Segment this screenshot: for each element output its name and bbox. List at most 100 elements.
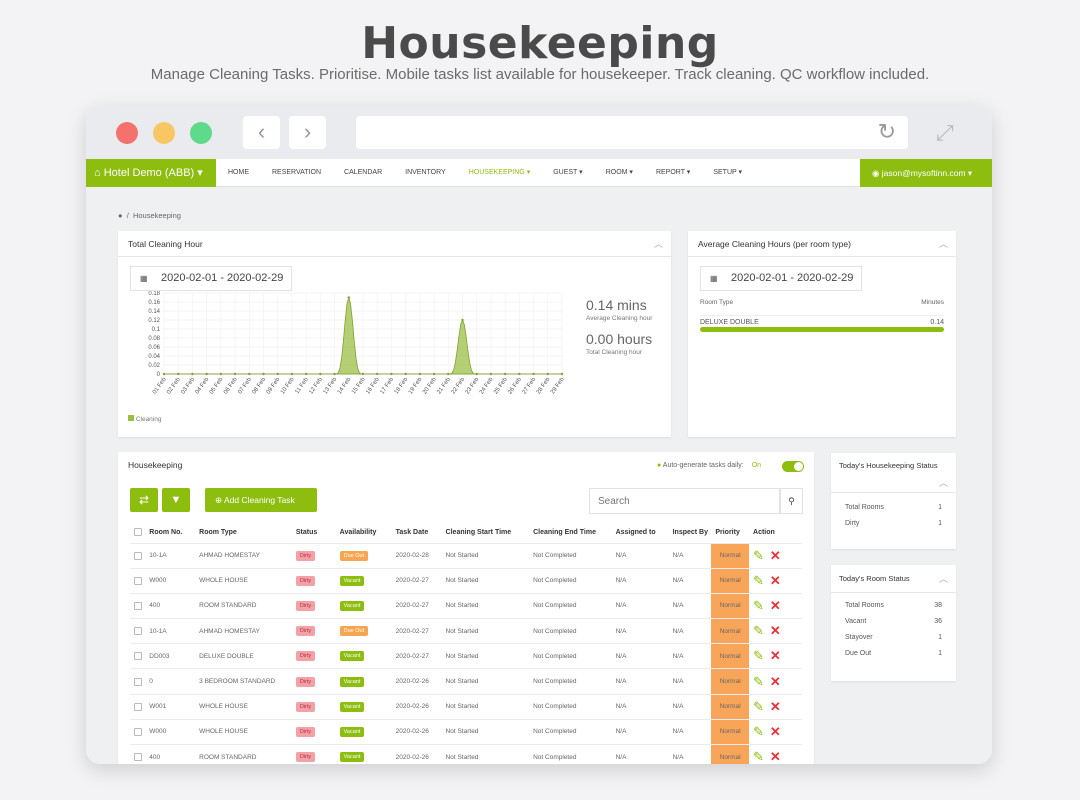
row-checkbox[interactable] xyxy=(134,601,142,610)
edit-icon[interactable]: ✎ xyxy=(753,673,764,689)
reload-icon[interactable]: ↻ xyxy=(877,119,896,144)
row-checkbox[interactable] xyxy=(134,727,142,736)
add-cleaning-task-button[interactable]: ⊕ Add Cleaning Task xyxy=(205,488,317,512)
table-row[interactable]: 400 ROOM STANDARD Dirty Vacant 2020-02-27 Not… xyxy=(130,592,802,619)
panel-title: Today's Housekeeping Status xyxy=(839,461,938,470)
availability-badge: Vacant xyxy=(339,600,365,611)
delete-icon[interactable]: ✕ xyxy=(769,723,781,739)
edit-icon[interactable]: ✎ xyxy=(753,648,764,664)
refresh-button[interactable]: ⇄ xyxy=(130,488,158,512)
forward-button[interactable]: › xyxy=(289,116,326,149)
nav-item-inventory[interactable]: INVENTORY xyxy=(405,159,446,187)
table-row[interactable]: W000 WHOLE HOUSE Dirty Vacant 2020-02-26 Not … xyxy=(130,718,802,745)
column-header[interactable]: Cleaning Start Time xyxy=(445,528,512,536)
collapse-icon[interactable]: ︿ xyxy=(653,239,663,249)
nav-item-housekeeping[interactable]: HOUSEKEEPING ▾ xyxy=(469,159,530,187)
row-checkbox[interactable] xyxy=(134,702,142,711)
maximize-dot[interactable] xyxy=(190,122,212,144)
data-point xyxy=(390,372,393,376)
table-row[interactable]: DD003 DELUXE DOUBLE Dirty Vacant 2020-02-27 N… xyxy=(130,643,802,669)
table-row[interactable]: 400 ROOM STANDARD Dirty Vacant 2020-02-26 Not… xyxy=(130,743,802,764)
edit-icon[interactable]: ✎ xyxy=(753,597,764,613)
collapse-icon[interactable]: ︿ xyxy=(938,478,948,488)
delete-icon[interactable]: ✕ xyxy=(769,673,781,689)
nav-item-calendar[interactable]: CALENDAR xyxy=(344,159,382,187)
column-header[interactable]: Priority xyxy=(715,528,740,536)
row-checkbox[interactable] xyxy=(134,677,142,686)
data-point xyxy=(376,372,379,376)
status-badge: Dirty xyxy=(295,550,316,561)
room-type: WHOLE HOUSE xyxy=(195,693,292,720)
auto-generate-label: ● Auto-generate tasks daily: On xyxy=(657,462,761,469)
inspect-by: N/A xyxy=(668,693,712,720)
edit-icon[interactable]: ✎ xyxy=(753,547,764,563)
row-checkbox[interactable] xyxy=(134,652,142,661)
filter-button[interactable]: ▼ xyxy=(162,488,190,512)
table-row[interactable]: 10-1A AHMAD HOMESTAY Dirty Due Out 2020-02-2… xyxy=(130,618,802,644)
column-header[interactable]: Status xyxy=(295,528,318,536)
date-range-picker[interactable]: ▦ 2020-02-01 - 2020-02-29 xyxy=(700,266,863,291)
nav-item-setup[interactable]: SETUP ▾ xyxy=(713,159,742,187)
delete-icon[interactable]: ✕ xyxy=(769,597,781,613)
table-row[interactable]: W001 WHOLE HOUSE Dirty Vacant 2020-02-26 Not … xyxy=(130,693,802,720)
status-cell: Dirty xyxy=(291,643,336,669)
nav-item-guest[interactable]: GUEST ▾ xyxy=(553,159,582,187)
delete-icon[interactable]: ✕ xyxy=(769,572,781,588)
search-input[interactable] xyxy=(589,488,780,514)
delete-icon[interactable]: ✕ xyxy=(769,547,781,563)
nav-item-report[interactable]: REPORT ▾ xyxy=(656,159,690,187)
address-bar[interactable]: ↻ xyxy=(356,116,908,149)
edit-icon[interactable]: ✎ xyxy=(753,723,764,739)
column-header[interactable]: Action xyxy=(753,528,775,536)
nav-item-room[interactable]: ROOM ▾ xyxy=(606,159,633,187)
edit-icon[interactable]: ✎ xyxy=(753,749,764,764)
minimize-dot[interactable] xyxy=(153,122,175,144)
close-dot[interactable] xyxy=(116,122,138,144)
collapse-icon[interactable]: ︿ xyxy=(938,239,948,249)
row-checkbox[interactable] xyxy=(134,753,142,762)
home-crumb-icon[interactable]: ● xyxy=(118,211,123,220)
calendar-icon: ▦ xyxy=(710,274,718,283)
room-type: AHMAD HOMESTAY xyxy=(195,618,292,644)
nav-item-home[interactable]: HOME xyxy=(228,159,249,187)
fullscreen-icon[interactable]: ⤢ xyxy=(936,120,954,145)
row-checkbox[interactable] xyxy=(134,551,142,560)
row-checkbox[interactable] xyxy=(134,576,142,585)
x-tick-label: 29 Feb xyxy=(550,376,566,395)
back-button[interactable]: ‹ xyxy=(243,116,280,149)
table-row[interactable]: W000 WHOLE HOUSE Dirty Vacant 2020-02-27 Not … xyxy=(130,567,802,594)
select-all-checkbox[interactable] xyxy=(134,528,142,537)
delete-icon[interactable]: ✕ xyxy=(769,749,781,764)
search-button[interactable]: ⚲ xyxy=(780,488,803,514)
priority-cell: Normal xyxy=(711,592,750,619)
column-header[interactable]: Task Date xyxy=(395,528,429,536)
edit-icon[interactable]: ✎ xyxy=(753,698,764,714)
data-point xyxy=(177,372,180,376)
room-type-progress-bar xyxy=(700,327,944,332)
user-menu-button[interactable]: ◉ jason@mysoftinn.com ▾ xyxy=(860,159,992,187)
row-select-cell xyxy=(130,668,146,695)
status-label: Stayover xyxy=(845,634,873,641)
edit-icon[interactable]: ✎ xyxy=(753,572,764,588)
status-row: Total Rooms 1 xyxy=(845,500,942,516)
row-select-cell xyxy=(130,567,146,594)
auto-generate-toggle[interactable] xyxy=(782,461,804,472)
edit-icon[interactable]: ✎ xyxy=(753,623,764,639)
hotel-brand-button[interactable]: ⌂ Hotel Demo (ABB) ▾ xyxy=(86,159,216,187)
delete-icon[interactable]: ✕ xyxy=(769,648,781,664)
delete-icon[interactable]: ✕ xyxy=(769,623,781,639)
table-row[interactable]: 10-1A AHMAD HOMESTAY Dirty Due Out 2020-02-2… xyxy=(130,542,802,569)
collapse-icon[interactable]: ︿ xyxy=(938,574,948,584)
column-header[interactable]: Cleaning End Time xyxy=(533,528,596,536)
column-header[interactable]: Room No. xyxy=(149,528,183,536)
column-header[interactable]: Inspect By xyxy=(672,528,708,536)
column-header[interactable]: Assigned to xyxy=(615,528,656,536)
date-range-picker[interactable]: ▦ 2020-02-01 - 2020-02-29 xyxy=(130,266,293,291)
column-header[interactable]: Availability xyxy=(339,528,377,536)
row-checkbox[interactable] xyxy=(134,627,142,636)
delete-icon[interactable]: ✕ xyxy=(769,698,781,714)
nav-item-reservation[interactable]: RESERVATION xyxy=(272,159,321,187)
cleaning-end: Not Completed xyxy=(529,718,612,745)
column-header[interactable]: Room Type xyxy=(199,528,237,536)
